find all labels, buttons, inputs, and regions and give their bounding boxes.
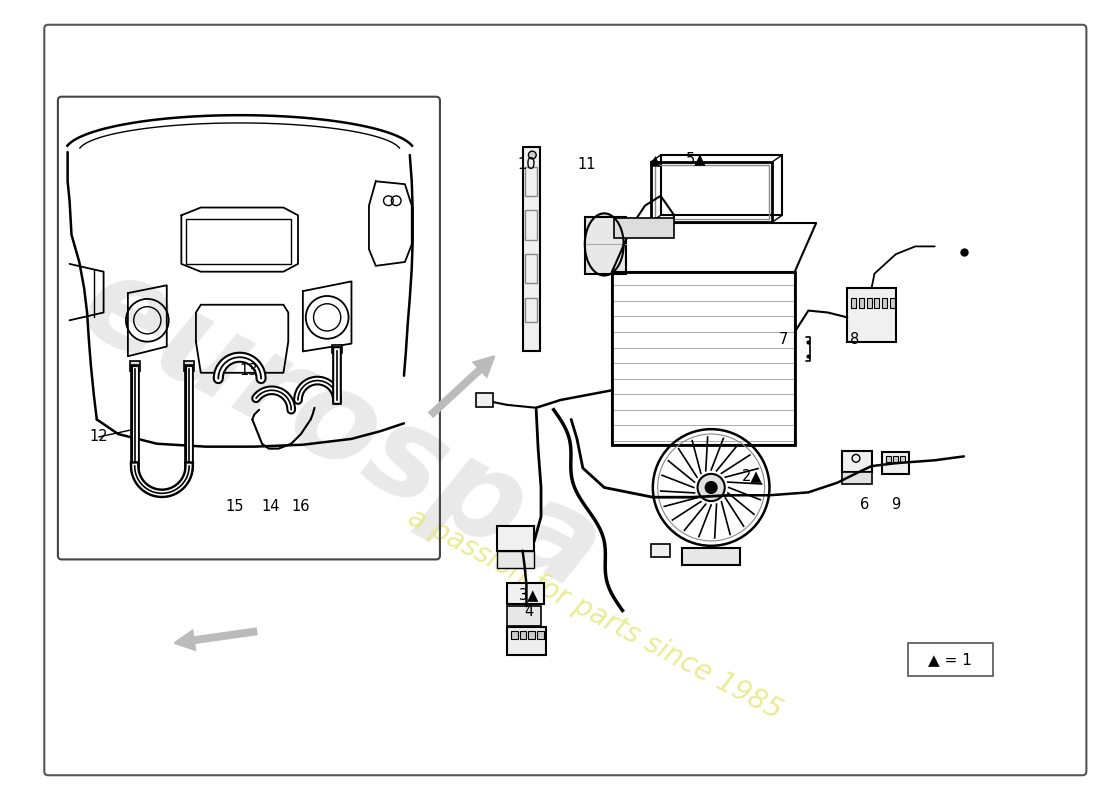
Bar (526, 254, 537, 283)
Bar (186, 219, 292, 264)
Text: 9: 9 (891, 498, 901, 513)
Text: 7: 7 (779, 332, 788, 347)
Text: 12: 12 (89, 430, 108, 445)
Text: 4: 4 (525, 605, 533, 619)
Bar (585, 218, 626, 274)
Text: 11: 11 (578, 158, 596, 172)
Bar (654, 165, 769, 219)
Text: 14: 14 (262, 499, 280, 514)
Bar (519, 631, 527, 639)
Polygon shape (585, 214, 624, 275)
Bar (507, 627, 546, 654)
Bar (682, 548, 740, 566)
Bar (882, 453, 910, 474)
Circle shape (697, 474, 725, 501)
Text: 3▲: 3▲ (519, 587, 540, 602)
Bar (851, 298, 856, 308)
Text: 16: 16 (292, 499, 310, 514)
Text: eurospa: eurospa (62, 242, 621, 616)
Text: 5▲: 5▲ (685, 151, 706, 166)
Bar (651, 162, 772, 222)
Bar (651, 544, 670, 558)
Bar (185, 361, 194, 371)
Bar (661, 155, 782, 215)
Bar (510, 631, 518, 639)
Bar (890, 298, 895, 308)
Bar (614, 218, 674, 238)
Text: a passion for parts since 1985: a passion for parts since 1985 (403, 503, 786, 725)
Bar (908, 643, 993, 676)
Polygon shape (429, 356, 494, 417)
Bar (859, 298, 864, 308)
Bar (130, 361, 140, 371)
Bar (476, 393, 494, 407)
Bar (332, 345, 342, 354)
Bar (497, 526, 535, 550)
Bar (843, 472, 871, 484)
Bar (497, 550, 535, 568)
Bar (612, 272, 795, 445)
Bar (843, 450, 871, 472)
Bar (847, 288, 895, 342)
Bar (874, 298, 879, 308)
Text: ▲: ▲ (650, 153, 661, 167)
Bar (882, 298, 887, 308)
Bar (887, 456, 891, 462)
Text: 6: 6 (860, 498, 869, 513)
Text: 15: 15 (226, 499, 244, 514)
Polygon shape (175, 629, 256, 650)
Bar (900, 456, 904, 462)
Bar (526, 298, 537, 322)
Circle shape (705, 482, 717, 494)
Text: 10: 10 (517, 158, 536, 172)
Bar (507, 606, 541, 626)
Circle shape (528, 151, 536, 159)
Bar (526, 166, 537, 196)
Text: 13: 13 (239, 363, 257, 378)
Bar (528, 631, 536, 639)
Bar (507, 582, 543, 604)
Text: ▲ = 1: ▲ = 1 (928, 652, 972, 667)
Text: 2▲: 2▲ (741, 468, 762, 483)
Bar (537, 631, 543, 639)
Bar (526, 210, 537, 240)
Text: 8: 8 (850, 332, 860, 347)
Bar (867, 298, 871, 308)
Bar (522, 147, 540, 351)
Bar (893, 456, 898, 462)
